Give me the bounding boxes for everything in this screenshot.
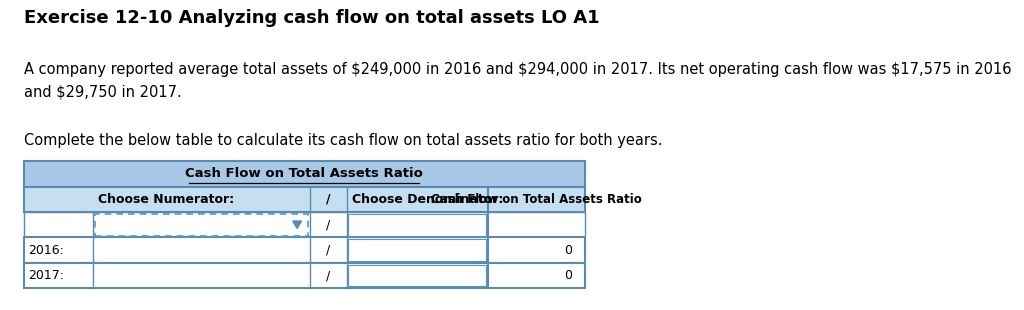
- Text: 0: 0: [564, 269, 572, 282]
- Text: Choose Denominator:: Choose Denominator:: [352, 193, 504, 206]
- Text: Complete the below table to calculate its cash flow on total assets ratio for bo: Complete the below table to calculate it…: [25, 133, 663, 148]
- Bar: [25, 212, 585, 237]
- Bar: [25, 187, 585, 212]
- Bar: [348, 239, 486, 261]
- Polygon shape: [293, 221, 301, 228]
- Text: /: /: [327, 269, 331, 282]
- Text: Cash Flow on Total Assets Ratio: Cash Flow on Total Assets Ratio: [185, 167, 423, 180]
- Bar: [25, 263, 585, 288]
- Bar: [348, 214, 486, 236]
- Text: /: /: [327, 244, 331, 257]
- Text: 0: 0: [564, 244, 572, 257]
- Text: Cash Flow on Total Assets Ratio: Cash Flow on Total Assets Ratio: [431, 193, 642, 206]
- Bar: [95, 214, 308, 236]
- Text: A company reported average total assets of $249,000 in 2016 and $294,000 in 2017: A company reported average total assets …: [25, 62, 1012, 99]
- Bar: [25, 161, 585, 187]
- Bar: [348, 265, 486, 286]
- Bar: [25, 237, 585, 263]
- Text: /: /: [327, 193, 331, 206]
- Text: Exercise 12-10 Analyzing cash flow on total assets LO A1: Exercise 12-10 Analyzing cash flow on to…: [25, 9, 600, 27]
- Text: 2016:: 2016:: [29, 244, 65, 257]
- Text: /: /: [327, 218, 331, 231]
- Text: Choose Numerator:: Choose Numerator:: [98, 193, 234, 206]
- Text: 2017:: 2017:: [29, 269, 65, 282]
